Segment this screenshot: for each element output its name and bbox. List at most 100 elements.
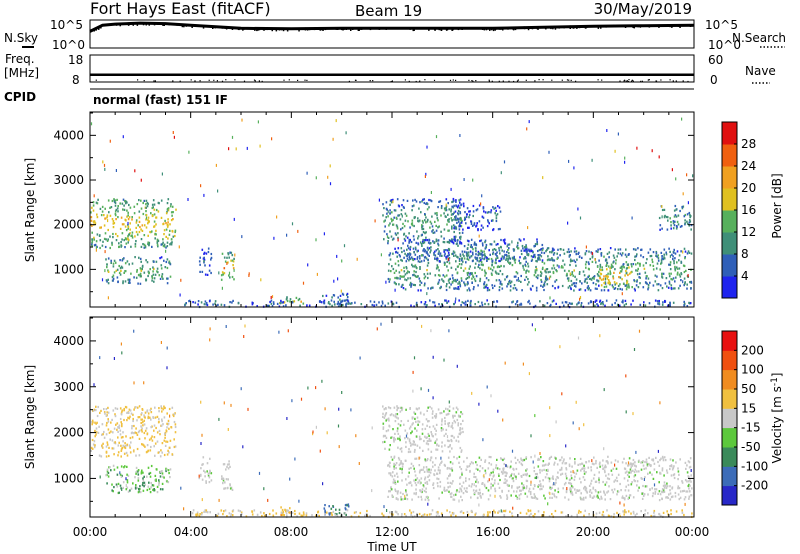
scatter-cell xyxy=(498,510,500,513)
scatter-cell xyxy=(635,263,637,266)
scatter-cell xyxy=(669,302,671,305)
scatter-cell xyxy=(631,481,633,484)
scatter-cell xyxy=(392,267,395,271)
scatter-cell xyxy=(416,408,419,411)
scatter-cell xyxy=(328,513,331,516)
scatter-cell xyxy=(454,225,456,228)
scatter-cell xyxy=(403,233,405,236)
scatter-cell xyxy=(624,274,626,277)
scatter-cell xyxy=(566,272,568,275)
scatter-cell xyxy=(455,490,458,493)
scatter-cell xyxy=(688,466,691,469)
scatter-cell xyxy=(535,497,537,500)
scatter-cell xyxy=(159,488,162,491)
nsearch-dot xyxy=(342,29,344,31)
scatter-cell xyxy=(619,270,622,273)
scatter-cell xyxy=(616,479,619,483)
scatter-cell xyxy=(452,416,454,419)
nave-dot xyxy=(631,79,633,81)
scatter-cell xyxy=(233,278,235,281)
scatter-cell xyxy=(657,492,659,495)
scatter-cell xyxy=(519,256,521,259)
scatter-cell xyxy=(401,467,403,470)
scatter-cell xyxy=(493,207,495,210)
scatter-cell xyxy=(126,481,129,484)
scatter-cell xyxy=(123,223,125,226)
scatter-cell xyxy=(387,277,390,281)
scatter-cell xyxy=(666,285,668,288)
scatter-cell xyxy=(606,491,608,494)
scatter-cell xyxy=(511,472,513,476)
scatter-cell xyxy=(458,280,461,283)
scatter-cell xyxy=(427,499,430,502)
scatter-cell xyxy=(580,498,582,501)
scatter-cell xyxy=(437,512,439,515)
scatter-cell xyxy=(689,281,691,284)
scatter-cell xyxy=(403,270,406,273)
scatter-cell xyxy=(153,220,156,223)
scatter-cell xyxy=(619,271,621,274)
scatter-cell xyxy=(91,423,93,426)
scatter-cell xyxy=(459,237,462,240)
nsearch-dot xyxy=(181,25,184,28)
scatter-cell xyxy=(444,252,446,255)
scatter-cell xyxy=(112,262,115,265)
scatter-cell xyxy=(413,224,415,228)
scatter-cell xyxy=(477,228,479,231)
scatter-cell xyxy=(423,284,426,287)
scatter-cell xyxy=(656,275,658,278)
scatter-cell xyxy=(143,243,146,246)
scatter-cell xyxy=(554,489,556,492)
scatter-cell xyxy=(402,283,404,286)
scatter-cell xyxy=(529,493,532,496)
scatter-cell xyxy=(563,483,566,486)
nsearch-dot xyxy=(445,29,448,31)
scatter-cell xyxy=(582,467,584,470)
scatter-cell xyxy=(434,415,436,418)
scatter-cell xyxy=(426,292,428,296)
scatter-cell xyxy=(684,250,687,253)
scatter-cell xyxy=(688,487,690,490)
scatter-cell xyxy=(111,276,114,279)
scatter-cell xyxy=(93,194,95,198)
y-tick-label: 4000 xyxy=(53,128,84,142)
scatter-cell xyxy=(297,229,299,233)
scatter-cell xyxy=(567,498,570,501)
scatter-cell xyxy=(527,262,529,265)
scatter-cell xyxy=(604,464,607,467)
scatter-cell xyxy=(570,477,573,480)
scatter-cell xyxy=(435,267,438,270)
scatter-cell xyxy=(527,301,529,304)
scatter-cell xyxy=(128,444,131,447)
scatter-cell xyxy=(413,251,415,254)
scatter-cell xyxy=(144,429,147,432)
scatter-cell xyxy=(364,514,366,517)
scatter-cell xyxy=(444,299,446,302)
scatter-cell xyxy=(479,267,481,270)
scatter-cell xyxy=(504,474,507,477)
scatter-cell xyxy=(386,418,388,421)
scatter-cell xyxy=(174,425,177,429)
scatter-cell xyxy=(448,208,450,211)
scatter-cell xyxy=(415,457,418,460)
scatter-cell xyxy=(445,288,448,292)
scatter-cell xyxy=(272,301,275,304)
scatter-cell xyxy=(550,251,553,254)
scatter-cell xyxy=(401,409,403,412)
scatter-cell xyxy=(198,477,201,480)
scatter-cell xyxy=(156,431,159,434)
scatter-cell xyxy=(111,241,113,244)
scatter-cell xyxy=(526,251,528,254)
scatter-cell xyxy=(412,199,414,202)
scatter-cell xyxy=(660,251,663,254)
scatter-cell xyxy=(134,242,137,246)
scatter-cell xyxy=(415,266,417,269)
scatter-cell xyxy=(106,216,108,219)
scatter-cell xyxy=(639,282,641,285)
scatter-cell xyxy=(131,216,133,219)
scatter-cell xyxy=(576,469,579,472)
scatter-cell xyxy=(391,211,393,214)
scatter-cell xyxy=(671,495,674,498)
scatter-cell xyxy=(645,467,647,470)
scatter-cell xyxy=(390,455,393,459)
